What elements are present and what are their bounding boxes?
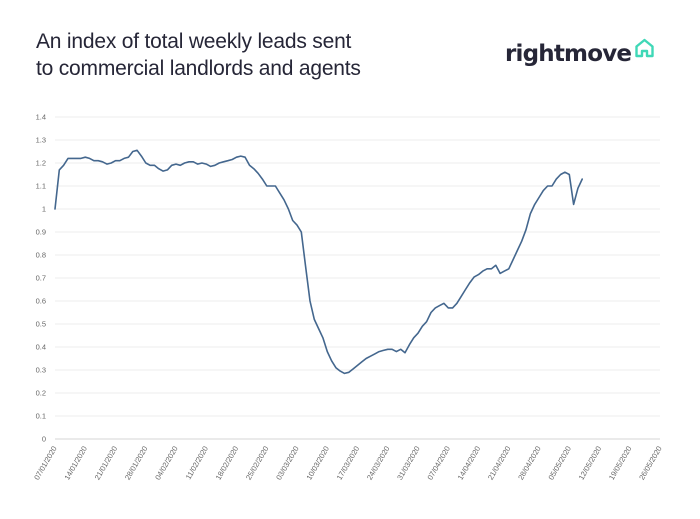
x-tick-label: 21/04/2020 (486, 445, 513, 482)
y-tick-label: 0.5 (36, 320, 46, 329)
y-tick-label: 0 (42, 435, 46, 444)
chart-title-line-2: to commercial landlords and agents (36, 57, 361, 80)
y-tick-label: 0.6 (36, 297, 46, 306)
y-tick-label: 0.9 (36, 228, 46, 237)
y-tick-label: 0.1 (36, 412, 46, 421)
series-group (54, 149, 583, 375)
y-axis-ticks: 0 0.1 0.2 0.3 0.4 0.5 0.6 0.7 0.8 0.9 1 1.1 1.2 1.3 1.… (36, 113, 46, 444)
y-tick-label: 1.1 (36, 182, 46, 191)
chart-title-line-1: An index of total weekly leads sent (36, 30, 352, 53)
y-tick-label: 0.8 (36, 251, 46, 260)
y-tick-label: 0.2 (36, 389, 46, 398)
y-tick-label: 0.3 (36, 366, 46, 375)
y-tick-label: 1.4 (36, 113, 46, 122)
x-tick-label: 07/04/2020 (425, 445, 452, 482)
x-tick-label: 07/01/2020 (32, 445, 59, 482)
logo-text: rightmove (505, 41, 632, 67)
x-tick-label: 05/05/2020 (546, 445, 573, 482)
rightmove-logo: rightmove (505, 34, 655, 68)
x-tick-label: 25/02/2020 (244, 445, 271, 482)
x-tick-label: 12/05/2020 (577, 445, 604, 482)
y-tick-label: 0.7 (36, 274, 46, 283)
y-tick-label: 0.4 (36, 343, 46, 352)
series-line (54, 149, 583, 375)
x-tick-label: 24/03/2020 (365, 445, 392, 482)
x-tick-label: 03/03/2020 (274, 445, 301, 482)
x-tick-label: 28/04/2020 (516, 445, 543, 482)
y-tick-label: 1.2 (36, 159, 46, 168)
x-tick-label: 14/04/2020 (456, 445, 483, 482)
x-tick-label: 11/02/2020 (184, 445, 210, 482)
x-axis-ticks: 07/01/2020 14/01/2020 21/01/2020 28/01/2020… (32, 445, 664, 482)
chart-title: An index of total weekly leads sent to c… (36, 28, 416, 82)
x-tick-label: 21/01/2020 (93, 445, 120, 482)
x-tick-label: 10/03/2020 (304, 445, 331, 482)
x-tick-label: 31/03/2020 (395, 445, 422, 482)
x-tick-label: 26/05/2020 (637, 445, 664, 482)
y-tick-label: 1.3 (36, 136, 46, 145)
x-tick-label: 14/01/2020 (62, 445, 89, 482)
x-tick-label: 17/03/2020 (335, 445, 362, 482)
gridlines (55, 116, 660, 440)
x-tick-label: 18/02/2020 (214, 445, 241, 482)
x-tick-label: 04/02/2020 (153, 445, 180, 482)
house-outline-icon (635, 38, 654, 58)
x-tick-label: 19/05/2020 (607, 445, 634, 482)
x-tick-label: 28/01/2020 (123, 445, 150, 482)
y-tick-label: 1 (42, 205, 46, 214)
